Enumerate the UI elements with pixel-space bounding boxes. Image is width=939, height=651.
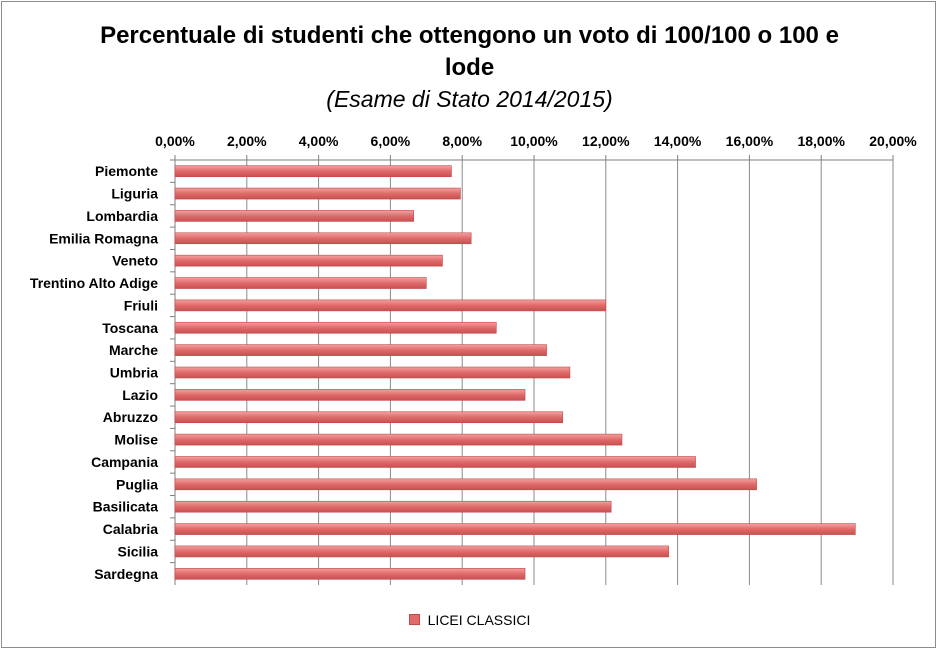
legend-swatch bbox=[408, 614, 420, 625]
category-label: Lazio bbox=[122, 387, 158, 403]
bar bbox=[174, 210, 415, 222]
x-tick-label: 18,00% bbox=[797, 133, 845, 149]
x-tick-label: 4,00% bbox=[299, 133, 339, 149]
category-label: Campania bbox=[91, 454, 158, 470]
category-label: Liguria bbox=[111, 186, 158, 202]
bar bbox=[174, 165, 452, 177]
category-label: Puglia bbox=[116, 476, 158, 492]
bar bbox=[174, 433, 623, 446]
bar bbox=[174, 366, 571, 379]
bar bbox=[174, 321, 497, 334]
x-tick-label: 12,00% bbox=[582, 133, 630, 149]
legend-label: LICEI CLASSICI bbox=[427, 612, 531, 628]
x-tick-label: 20,00% bbox=[869, 133, 917, 149]
bar bbox=[174, 277, 427, 289]
bar bbox=[174, 254, 443, 267]
x-tick-label: 8,00% bbox=[442, 133, 482, 149]
bar bbox=[174, 344, 547, 356]
category-label: Emilia Romagna bbox=[49, 230, 158, 246]
category-label: Trentino Alto Adige bbox=[30, 275, 158, 291]
bar bbox=[174, 187, 461, 200]
category-label: Basilicata bbox=[93, 499, 159, 515]
category-label: Toscana bbox=[102, 320, 158, 336]
x-axis-ticks: 0,00% 2,00% 4,00% 6,00% 8,00% 10,00% 12,00% 14,… bbox=[155, 133, 917, 149]
x-tick-label: 2,00% bbox=[227, 133, 267, 149]
bar bbox=[174, 523, 856, 535]
bar bbox=[174, 545, 669, 558]
category-label: Friuli bbox=[124, 297, 158, 313]
bar bbox=[174, 456, 696, 468]
category-label: Veneto bbox=[112, 253, 158, 269]
category-label: Calabria bbox=[103, 521, 158, 537]
x-tick-label: 0,00% bbox=[155, 133, 195, 149]
chart-title-line2: lode bbox=[444, 54, 495, 81]
y-axis-categories: Piemonte Liguria Lombardia Emilia Romagna Ve… bbox=[30, 163, 158, 582]
legend: LICEI CLASSICI bbox=[0, 612, 939, 628]
bar bbox=[174, 500, 612, 513]
bar bbox=[174, 299, 607, 312]
bars bbox=[174, 165, 856, 580]
bar bbox=[174, 411, 564, 424]
category-label: Lombardia bbox=[86, 208, 158, 224]
category-label: Sardegna bbox=[94, 566, 158, 582]
category-label: Umbria bbox=[110, 365, 158, 381]
bar bbox=[174, 389, 526, 401]
category-label: Abruzzo bbox=[103, 409, 158, 425]
x-tick-label: 14,00% bbox=[654, 133, 702, 149]
category-label: Sicilia bbox=[118, 543, 159, 559]
category-label: Piemonte bbox=[95, 163, 158, 179]
category-label: Marche bbox=[109, 342, 158, 358]
bar bbox=[174, 568, 526, 580]
bar bbox=[174, 232, 472, 245]
chart-subtitle: (Esame di Stato 2014/2015) bbox=[326, 86, 613, 112]
category-label: Molise bbox=[114, 432, 158, 448]
chart-title-line1: Percentuale di studenti che ottengono un… bbox=[100, 22, 839, 49]
bar bbox=[174, 478, 757, 491]
x-tick-label: 6,00% bbox=[371, 133, 411, 149]
chart-title: Percentuale di studenti che ottengono un… bbox=[0, 20, 939, 84]
x-tick-label: 16,00% bbox=[726, 133, 774, 149]
x-tick-label: 10,00% bbox=[510, 133, 558, 149]
